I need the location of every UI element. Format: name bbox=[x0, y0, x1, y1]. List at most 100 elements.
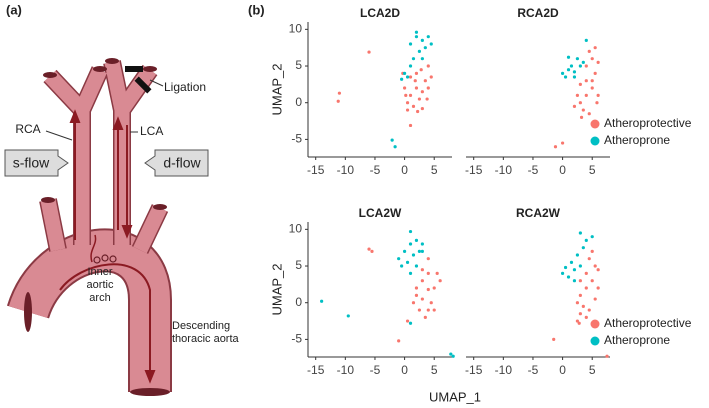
x-tick-label: -10 bbox=[337, 363, 355, 377]
point bbox=[429, 301, 433, 305]
point bbox=[426, 287, 430, 292]
x-tick-label: 5 bbox=[589, 363, 596, 377]
point bbox=[581, 108, 585, 112]
point bbox=[337, 91, 342, 95]
point bbox=[429, 42, 433, 46]
s-flow-label: s-flow bbox=[13, 155, 50, 171]
point bbox=[575, 93, 580, 97]
point bbox=[426, 257, 430, 261]
point bbox=[563, 75, 568, 79]
point bbox=[578, 279, 582, 283]
branch bbox=[40, 60, 167, 254]
x-tick-label: 0 bbox=[401, 163, 408, 177]
point bbox=[390, 138, 394, 142]
point bbox=[578, 101, 582, 105]
point bbox=[596, 60, 600, 64]
point bbox=[578, 64, 582, 68]
y-tick-label: 5 bbox=[295, 258, 302, 272]
legend-label: Atheroprone bbox=[604, 133, 670, 147]
point bbox=[413, 79, 417, 83]
leader-line bbox=[149, 79, 164, 87]
point bbox=[587, 49, 591, 53]
point bbox=[581, 304, 585, 308]
point bbox=[560, 141, 565, 145]
point bbox=[584, 38, 588, 42]
point bbox=[575, 253, 580, 257]
x-tick-label: 5 bbox=[431, 363, 438, 377]
point bbox=[414, 86, 419, 90]
point bbox=[411, 253, 416, 257]
point bbox=[408, 123, 413, 128]
point bbox=[566, 68, 571, 72]
point bbox=[593, 71, 597, 75]
point bbox=[560, 71, 565, 75]
point bbox=[408, 64, 413, 68]
point bbox=[605, 354, 609, 358]
legend-label: Atheroprotective bbox=[604, 116, 692, 130]
point bbox=[408, 271, 413, 275]
y-tick-label: 0 bbox=[295, 295, 302, 309]
point bbox=[414, 286, 419, 290]
arch-label: aortic bbox=[87, 279, 114, 291]
point bbox=[405, 260, 410, 264]
vessel-end bbox=[105, 58, 119, 64]
point bbox=[420, 268, 424, 272]
x-tick-label: 5 bbox=[431, 163, 438, 177]
leader-line bbox=[45, 130, 73, 141]
d-flow-box bbox=[144, 149, 209, 177]
vessel-end bbox=[153, 204, 167, 210]
point bbox=[572, 268, 577, 272]
point bbox=[408, 242, 413, 246]
x-tick-label: -5 bbox=[528, 163, 539, 177]
point bbox=[411, 57, 416, 61]
point bbox=[581, 60, 585, 64]
point bbox=[408, 321, 413, 325]
ligation-clip bbox=[125, 66, 143, 72]
ligation-label: Ligation bbox=[164, 80, 206, 94]
point bbox=[367, 247, 371, 251]
chart-title: LCA2D bbox=[360, 6, 400, 20]
point bbox=[420, 106, 424, 111]
point bbox=[432, 308, 436, 312]
point bbox=[552, 337, 556, 341]
point bbox=[566, 55, 571, 59]
point bbox=[587, 112, 591, 116]
legend-swatch bbox=[590, 319, 600, 329]
vessel-end bbox=[93, 66, 107, 72]
point bbox=[423, 315, 427, 319]
point bbox=[584, 79, 588, 83]
point bbox=[593, 46, 597, 50]
point bbox=[560, 271, 565, 275]
y-tick-label: 5 bbox=[295, 58, 302, 72]
y-tick-label: 10 bbox=[289, 22, 303, 36]
point bbox=[584, 315, 588, 319]
x-tick-label: -15 bbox=[465, 163, 483, 177]
point bbox=[593, 297, 597, 301]
point bbox=[420, 297, 424, 301]
x-tick-label: -10 bbox=[495, 363, 513, 377]
point bbox=[569, 260, 574, 264]
y-tick-label: -5 bbox=[291, 332, 302, 346]
point bbox=[553, 145, 558, 149]
legend-swatch bbox=[590, 136, 600, 146]
legend-label: Atheroprotective bbox=[604, 316, 692, 330]
point bbox=[425, 97, 429, 101]
point bbox=[414, 35, 419, 39]
point bbox=[408, 229, 413, 234]
y-tick-label: 0 bbox=[295, 95, 302, 109]
point bbox=[578, 264, 582, 268]
chart-title: RCA2W bbox=[516, 206, 561, 220]
point bbox=[346, 314, 350, 318]
point bbox=[596, 268, 600, 272]
point bbox=[397, 257, 401, 261]
point bbox=[596, 93, 600, 97]
point bbox=[449, 352, 453, 356]
point bbox=[590, 79, 594, 83]
point bbox=[578, 82, 582, 86]
point bbox=[595, 101, 599, 105]
point bbox=[402, 71, 407, 75]
panel-label: (a) bbox=[6, 2, 22, 17]
point bbox=[587, 308, 591, 312]
point bbox=[417, 249, 422, 253]
y-tick-label: 10 bbox=[289, 222, 303, 236]
